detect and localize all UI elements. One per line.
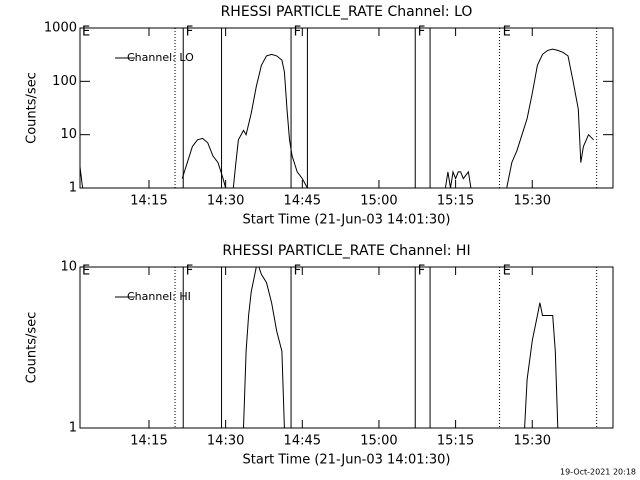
x-tick-label: 14:30 <box>207 434 244 449</box>
x-tick-label: 15:15 <box>437 434 474 449</box>
y-tick-label: 1000 <box>44 21 77 36</box>
event-label: F <box>418 264 425 279</box>
x-tick-label: 14:15 <box>130 194 167 209</box>
x-tick-label: 14:45 <box>284 194 321 209</box>
x-tick-label: 15:30 <box>514 194 551 209</box>
event-label: F <box>418 25 425 40</box>
event-label: F <box>294 264 301 279</box>
legend-label: Channel: HI <box>127 290 191 303</box>
y-tick-label: 1 <box>69 181 77 196</box>
y-tick-label: 100 <box>52 74 77 89</box>
event-label: E <box>82 264 90 279</box>
event-label: E <box>503 25 511 40</box>
event-label: F <box>186 264 193 279</box>
event-label: E <box>82 25 90 40</box>
timestamp: 19-Oct-2021 20:18 <box>560 468 636 477</box>
x-tick-label: 14:15 <box>130 434 167 449</box>
data-line <box>79 48 594 189</box>
event-label: F <box>294 25 301 40</box>
x-axis-label: Start Time (21-Jun-03 14:01:30) <box>243 453 451 468</box>
y-tick-label: 10 <box>60 127 77 142</box>
y-tick-label: 1 <box>69 421 77 436</box>
y-axis-label: Counts/sec <box>25 72 40 144</box>
event-label: E <box>503 264 511 279</box>
event-label: F <box>186 25 193 40</box>
y-tick-label: 10 <box>60 260 77 275</box>
data-line <box>243 266 559 429</box>
x-axis-label: Start Time (21-Jun-03 14:01:30) <box>243 213 451 228</box>
y-axis-label: Counts/sec <box>25 312 40 384</box>
x-tick-label: 14:45 <box>284 434 321 449</box>
x-tick-label: 15:00 <box>360 194 397 209</box>
chart-title: RHESSI PARTICLE_RATE Channel: HI <box>222 243 470 259</box>
x-tick-label: 14:30 <box>207 194 244 209</box>
plot-frame <box>79 27 614 189</box>
x-tick-label: 15:00 <box>360 434 397 449</box>
x-tick-label: 15:15 <box>437 194 474 209</box>
chart-title: RHESSI PARTICLE_RATE Channel: LO <box>221 4 473 20</box>
legend-label: Channel: LO <box>127 51 194 64</box>
x-tick-label: 15:30 <box>514 434 551 449</box>
plot-frame <box>79 266 614 429</box>
